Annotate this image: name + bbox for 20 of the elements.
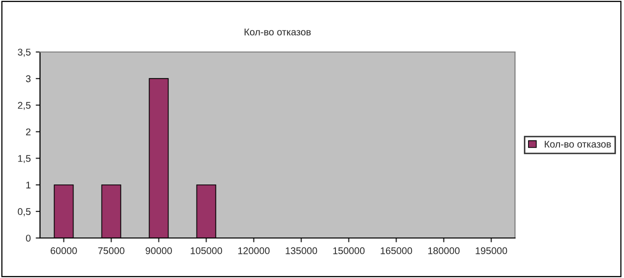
x-tick-label: 195000 [476, 247, 508, 254]
x-tick-label: 90000 [146, 247, 172, 254]
x-tick-label: 120000 [238, 247, 270, 254]
y-tick-label: 1 [26, 182, 30, 188]
chart-title: Кол-во отказов [244, 28, 311, 36]
x-tick-label: 60000 [50, 247, 77, 254]
y-tick-label: 3 [26, 75, 31, 82]
y-tick-label: 0 [26, 234, 31, 242]
y-tick-label: 1,5 [18, 155, 31, 164]
y-tick-label: 2 [26, 128, 30, 136]
legend-label: Кол-во отказов [544, 140, 611, 148]
x-tick-label: 180000 [428, 247, 460, 254]
x-tick-label: 150000 [333, 247, 365, 254]
x-tick-label: 165000 [380, 247, 412, 254]
x-tick-label: 105000 [190, 247, 222, 254]
y-tick-label: 2,5 [18, 102, 31, 110]
x-tick-label: 75000 [98, 247, 124, 254]
x-tick-label: 135000 [286, 247, 318, 254]
y-tick-label: 0,5 [18, 208, 31, 216]
y-tick-label: 3,5 [18, 48, 31, 57]
